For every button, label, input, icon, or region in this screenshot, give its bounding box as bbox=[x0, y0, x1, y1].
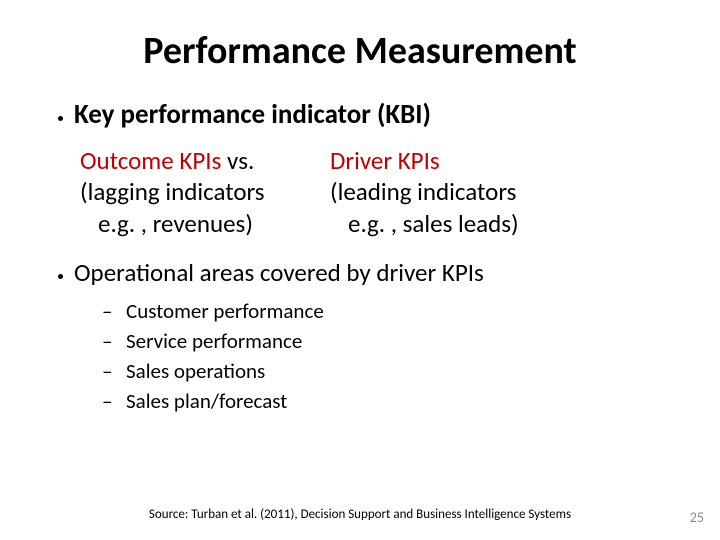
kpi-left-col: Outcome KPIs vs. (lagging indicators e.g… bbox=[80, 145, 330, 239]
source-citation: Source: Turban et al. (2011), Decision S… bbox=[0, 507, 720, 522]
dash-icon: – bbox=[102, 298, 126, 324]
dash-icon: – bbox=[102, 388, 126, 414]
kpi-driver-term: Driver KPIs bbox=[330, 145, 680, 176]
kpi-right-col: Driver KPIs (leading indicators e.g. , s… bbox=[330, 145, 680, 239]
sub-item-1-label: Service performance bbox=[126, 328, 302, 354]
sub-item-3-label: Sales plan/forecast bbox=[126, 388, 287, 414]
sub-item-1: –Service performance bbox=[102, 328, 680, 354]
kpi-left-line1: Outcome KPIs vs. bbox=[80, 145, 330, 176]
kpi-left-line3: e.g. , revenues) bbox=[80, 208, 330, 239]
bullet-1: Key performance indicator (KBI) Outcome … bbox=[74, 98, 680, 239]
sub-list: –Customer performance –Service performan… bbox=[102, 298, 680, 414]
sub-item-0: –Customer performance bbox=[102, 298, 680, 324]
bullet-2-heading: Operational areas covered by driver KPIs bbox=[74, 257, 484, 288]
dash-icon: – bbox=[102, 358, 126, 384]
kpi-right-line2: (leading indicators bbox=[330, 176, 680, 207]
kpi-vs: vs. bbox=[221, 145, 254, 176]
bullet-1-heading: Key performance indicator (KBI) bbox=[74, 98, 431, 131]
page-number: 25 bbox=[690, 509, 704, 526]
bullet-2: Operational areas covered by driver KPIs… bbox=[74, 257, 680, 414]
sub-item-2: –Sales operations bbox=[102, 358, 680, 384]
kpi-right-line3: e.g. , sales leads) bbox=[330, 208, 680, 239]
kpi-outcome-term: Outcome KPIs bbox=[80, 145, 221, 176]
sub-item-0-label: Customer performance bbox=[126, 298, 324, 324]
slide-title: Performance Measurement bbox=[40, 28, 680, 74]
sub-item-2-label: Sales operations bbox=[126, 358, 265, 384]
kpi-left-line2: (lagging indicators bbox=[80, 176, 330, 207]
slide: Performance Measurement Key performance … bbox=[0, 0, 720, 540]
sub-item-3: –Sales plan/forecast bbox=[102, 388, 680, 414]
dash-icon: – bbox=[102, 328, 126, 354]
bullet-list: Key performance indicator (KBI) Outcome … bbox=[54, 98, 680, 414]
kpi-comparison: Outcome KPIs vs. (lagging indicators e.g… bbox=[80, 145, 680, 239]
